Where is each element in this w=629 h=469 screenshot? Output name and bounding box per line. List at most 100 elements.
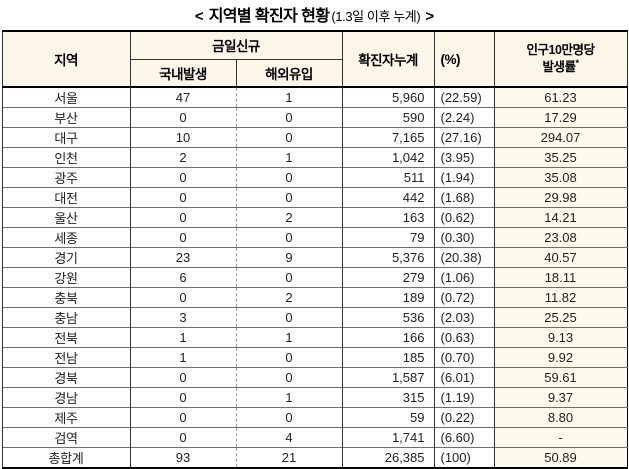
cell-imported: 0 <box>235 407 342 428</box>
cell-imported: 1 <box>235 387 342 408</box>
cell-rate: - <box>493 427 627 448</box>
cell-imported: 0 <box>235 107 342 128</box>
cell-region: 대구 <box>1 127 130 148</box>
cell-percent: (2.24) <box>433 107 494 128</box>
table-row: 대전 0 0 442 (1.68) 29.98 <box>1 187 627 208</box>
header-rate-line1: 인구10만명당 <box>526 43 595 58</box>
cell-domestic: 1 <box>129 347 236 368</box>
cell-rate: 35.08 <box>493 167 627 188</box>
cell-domestic: 0 <box>129 387 236 408</box>
cell-cumulative: 163 <box>341 207 434 228</box>
table-row: 전북 1 1 166 (0.63) 9.13 <box>1 327 627 348</box>
cell-region: 부산 <box>1 107 130 128</box>
cell-cumulative: 590 <box>341 107 434 128</box>
regional-cases-table: 지역 금일신규 확진자누계 (%) 인구10만명당 발생률* 국내발생 해외유입… <box>1 30 628 469</box>
cell-domestic: 0 <box>129 407 236 428</box>
cell-imported: 0 <box>235 127 342 148</box>
cell-domestic: 0 <box>129 367 236 388</box>
cell-rate: 18.11 <box>493 267 627 288</box>
table-row: 제주 0 0 59 (0.22) 8.80 <box>1 407 627 428</box>
cell-region: 세종 <box>1 227 130 248</box>
cell-region: 광주 <box>1 167 130 188</box>
cell-percent: (3.95) <box>433 147 494 168</box>
header-today-new: 금일신규 <box>129 30 343 60</box>
cell-domestic: 0 <box>129 107 236 128</box>
title-subtitle: (1.3일 이후 누계) <box>331 9 421 24</box>
cell-region: 전북 <box>1 327 130 348</box>
header-row-1: 지역 금일신규 확진자누계 (%) 인구10만명당 발생률* <box>1 30 628 88</box>
cell-cumulative: 511 <box>341 167 434 188</box>
table-header: 지역 금일신규 확진자누계 (%) 인구10만명당 발생률* 국내발생 해외유입 <box>1 30 628 88</box>
cell-percent: (1.68) <box>433 187 494 208</box>
cell-cumulative: 442 <box>341 187 434 208</box>
table-row: 울산 0 2 163 (0.62) 14.21 <box>1 207 627 228</box>
cell-region: 검역 <box>1 427 130 448</box>
cell-cumulative: 185 <box>341 347 434 368</box>
cell-percent: (20.38) <box>433 247 494 268</box>
cell-domestic: 3 <box>129 307 236 328</box>
cell-domestic: 10 <box>129 127 236 148</box>
cell-domestic: 0 <box>129 207 236 228</box>
header-imported: 해외유입 <box>235 58 343 88</box>
cell-percent: (0.30) <box>433 227 494 248</box>
cell-domestic: 1 <box>129 327 236 348</box>
cell-rate: 40.57 <box>493 247 627 268</box>
cell-rate: 23.08 <box>493 227 627 248</box>
cell-imported: 1 <box>235 147 342 168</box>
title-bracket-open: < <box>194 8 204 25</box>
cell-rate: 50.89 <box>493 447 627 468</box>
cell-cumulative: 5,376 <box>341 247 434 268</box>
table-row: 전남 1 0 185 (0.70) 9.92 <box>1 347 627 368</box>
cell-region: 제주 <box>1 407 130 428</box>
header-domestic: 국내발생 <box>129 58 237 88</box>
cell-imported: 0 <box>235 167 342 188</box>
cell-percent: (100) <box>433 447 494 468</box>
cell-region: 경남 <box>1 387 130 408</box>
cell-percent: (1.06) <box>433 267 494 288</box>
cell-rate: 14.21 <box>493 207 627 228</box>
table-row: 경남 0 1 315 (1.19) 9.37 <box>1 387 627 408</box>
cell-cumulative: 59 <box>341 407 434 428</box>
cell-cumulative: 1,042 <box>341 147 434 168</box>
cell-cumulative: 279 <box>341 267 434 288</box>
cell-percent: (0.72) <box>433 287 494 308</box>
cell-imported: 1 <box>235 327 342 348</box>
cell-cumulative: 26,385 <box>341 447 434 468</box>
header-region: 지역 <box>1 30 131 88</box>
cell-imported: 2 <box>235 287 342 308</box>
cell-percent: (1.94) <box>433 167 494 188</box>
cell-cumulative: 5,960 <box>341 86 434 108</box>
title-main: 지역별 확진자 현황 <box>208 8 330 25</box>
header-row-2: 국내발생 해외유입 <box>2 58 627 88</box>
table-row: 대구 10 0 7,165 (27.16) 294.07 <box>1 127 627 148</box>
cell-rate: 9.37 <box>493 387 627 408</box>
cell-rate: 59.61 <box>493 367 627 388</box>
cell-percent: (0.22) <box>433 407 494 428</box>
cell-cumulative: 315 <box>341 387 434 408</box>
cell-domestic: 0 <box>129 167 236 188</box>
table-row-total: 총합계 93 21 26,385 (100) 50.89 <box>1 447 627 468</box>
table-row: 세종 0 0 79 (0.30) 23.08 <box>1 227 627 248</box>
header-rate-line2: 발생률 <box>542 60 576 75</box>
cell-domestic: 47 <box>129 86 236 108</box>
cell-domestic: 0 <box>129 187 236 208</box>
title-bracket-close: > <box>425 8 435 25</box>
cell-imported: 4 <box>235 427 342 448</box>
cell-domestic: 2 <box>129 147 236 168</box>
cell-domestic: 0 <box>129 227 236 248</box>
table-row: 서울 47 1 5,960 (22.59) 61.23 <box>1 86 627 108</box>
cell-percent: (0.63) <box>433 327 494 348</box>
table-row: 검역 0 4 1,741 (6.60) - <box>1 427 627 448</box>
cell-imported: 2 <box>235 207 342 228</box>
table-row: 경기 23 9 5,376 (20.38) 40.57 <box>1 247 627 268</box>
cell-region: 전남 <box>1 347 130 368</box>
cell-domestic: 6 <box>129 267 236 288</box>
cell-imported: 0 <box>235 347 342 368</box>
page-title: < 지역별 확진자 현황 (1.3일 이후 누계) > <box>0 0 629 28</box>
table-row: 충남 3 0 536 (2.03) 25.25 <box>1 307 627 328</box>
table-row: 충북 0 2 189 (0.72) 11.82 <box>1 287 627 308</box>
table-row: 강원 6 0 279 (1.06) 18.11 <box>1 267 627 288</box>
cell-percent: (2.03) <box>433 307 494 328</box>
cell-percent: (6.60) <box>433 427 494 448</box>
cell-imported: 0 <box>235 367 342 388</box>
